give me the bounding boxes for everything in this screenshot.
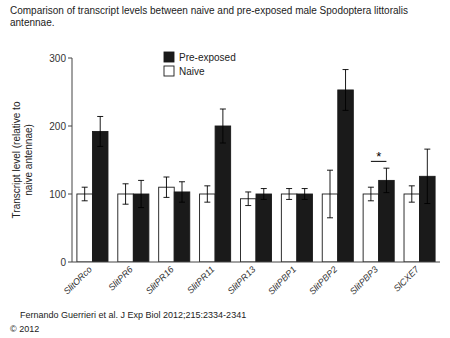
x-tick-label: SlitPBP1 [266,264,298,296]
bar [77,194,93,262]
bar [240,199,256,262]
x-tick-label: SlitPR11 [185,264,216,295]
x-tick-label: SlitPBP3 [348,264,380,296]
bar [404,194,420,262]
error-bar [163,177,169,197]
x-axis [72,262,440,263]
x-tick-label: SlitPR6 [106,264,134,292]
bar [200,194,216,262]
error-bar [409,186,415,202]
bar [297,194,313,262]
error-bar [424,149,430,203]
bar [338,90,354,262]
x-tick-label: SlCXE7 [392,264,422,294]
y-tick [68,262,72,263]
y-axis [72,58,73,262]
error-bar [179,182,185,202]
error-bar [97,116,103,146]
background [0,0,450,338]
y-axis-label-line: naive antennae) [23,124,34,196]
y-tick [68,194,72,195]
bar [363,194,379,262]
footnote: Fernando Guerrieri et al. J Exp Biol 201… [20,310,246,320]
error-bar [138,180,144,207]
error-bar [220,109,226,143]
significance-star: * [376,149,381,164]
error-bar [82,187,88,201]
error-bar [302,189,308,200]
y-tick-label: 0 [60,257,66,268]
error-bar [343,70,349,111]
error-bar [286,189,292,200]
title: Comparison of transcript levels between … [10,5,408,28]
legend-label: Naive [179,66,205,77]
y-tick-label: 100 [49,189,66,200]
y-tick-label: 200 [49,121,66,132]
error-bar [261,189,267,200]
chart: Comparison of transcript levels between … [0,0,450,338]
copyright: © 2012 [10,324,39,334]
y-tick-label: 300 [49,53,66,64]
y-tick [68,58,72,59]
error-bar [327,170,333,218]
bar [159,187,175,262]
bars [77,70,435,262]
legend-swatch [164,66,174,76]
bar [215,126,231,262]
bar [281,194,297,262]
legend-swatch [164,52,174,62]
y-tick [68,126,72,127]
bar [92,131,108,262]
x-tick-label: SlitORco [62,264,94,296]
error-bar [383,168,389,192]
bar [256,194,272,262]
x-tick-label: SlitPR16 [144,264,176,296]
error-bar [123,184,129,204]
y-axis-label: Transcript level (relative tonaive anten… [11,101,34,218]
legend-label: Pre-exposed [179,52,236,63]
error-bar [368,187,374,201]
legend: Pre-exposed Naive [164,52,236,77]
title-line: Comparison of transcript levels between … [10,5,408,16]
title-line: antennae. [10,17,55,28]
y-axis-label-line: Transcript level (relative to [11,101,22,218]
x-tick-label: SlitPBP2 [307,264,339,296]
error-bar [204,186,210,202]
error-bar [245,192,251,206]
x-tick-label: SlitPR13 [226,264,258,296]
